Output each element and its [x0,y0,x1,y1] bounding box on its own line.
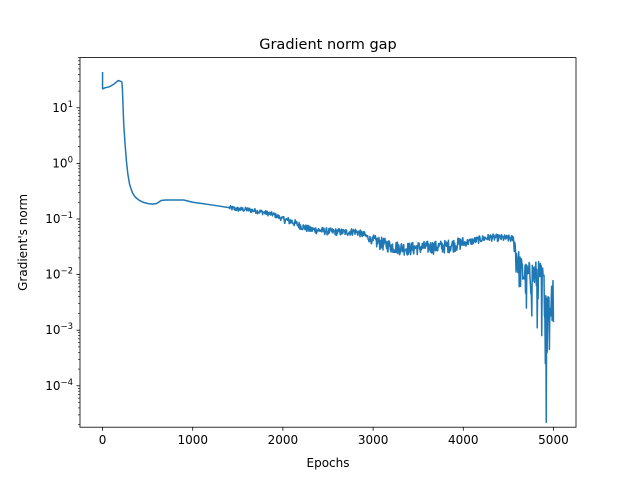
chart-title: Gradient norm gap [259,37,397,53]
y-tick-label: 10−2 [45,267,73,282]
y-tick-label: 10−3 [45,322,73,337]
plot-frame [79,57,577,428]
x-tick-label: 5000 [538,433,569,447]
y-axis: 10−4 10−3 10−2 10−1 100 101 [45,57,80,425]
x-tick-label: 1000 [177,433,208,447]
x-axis: 0 1000 2000 3000 4000 5000 [99,427,569,447]
series-line [101,72,555,424]
x-tick-label: 2000 [268,433,299,447]
y-tick-label: 10−1 [45,211,73,226]
x-tick-label: 3000 [358,433,389,447]
x-axis-label: Epochs [307,456,350,470]
y-axis-label: Gradient's norm [16,194,30,291]
x-tick-label: 4000 [448,433,479,447]
x-tick-label: 0 [99,433,107,447]
y-tick-label: 101 [52,100,73,115]
y-tick-label: 10−4 [45,378,73,393]
y-tick-label: 100 [52,155,73,170]
